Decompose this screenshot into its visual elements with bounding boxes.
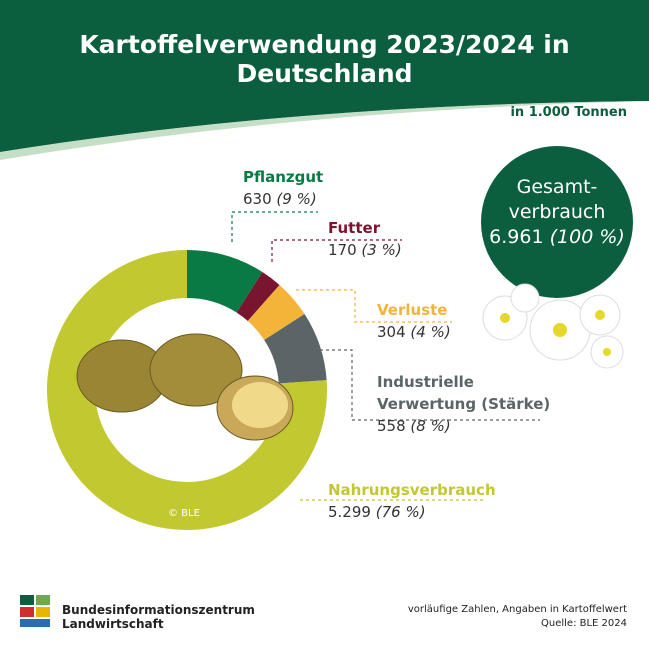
donut-segment <box>264 313 327 384</box>
value-line: 630 (9 %) <box>243 188 423 210</box>
leader-line <box>296 289 452 323</box>
value-line: 5.299 (76 %) <box>328 501 508 523</box>
segment-label: Verluste 304 (4 %) <box>377 299 557 343</box>
category-name: Nahrungsverbrauch <box>328 481 496 499</box>
share-label: (9 %) <box>276 190 317 208</box>
leader-line <box>231 211 318 242</box>
category-name: Industrielle Verwertung (Stärke) <box>377 373 551 413</box>
unit: in 1.000 Tonnen <box>510 105 627 120</box>
flowers <box>482 283 624 369</box>
donut-segment <box>236 272 280 321</box>
total-share: (100 %) <box>549 226 625 248</box>
share-label: (8 %) <box>410 417 451 435</box>
share-label: (3 %) <box>361 241 402 259</box>
share-label: (76 %) <box>375 503 426 521</box>
donut-segment <box>247 284 305 341</box>
potatoes <box>76 333 294 441</box>
leader-line <box>320 349 540 421</box>
organization: Bundesinformationszentrum Landwirtschaft <box>62 603 255 631</box>
donut-segment <box>46 250 327 530</box>
header-band <box>0 0 649 100</box>
segment-label: Futter 170 (3 %) <box>328 217 508 261</box>
note: vorläufige Zahlen, Angaben in Kartoffelw… <box>407 604 627 615</box>
total-circle <box>481 146 633 298</box>
value-label: 304 <box>377 323 406 341</box>
copyright: © BLE <box>168 508 200 519</box>
value-label: 5.299 <box>328 503 371 521</box>
title: Kartoffelverwendung 2023/2024 in Deutsch… <box>79 30 570 88</box>
segment-label: Nahrungsverbrauch 5.299 (76 %) <box>328 479 508 523</box>
total-value: 6.961 <box>489 226 544 248</box>
footnote: vorläufige Zahlen, Angaben in Kartoffelw… <box>408 603 627 631</box>
category-name: Futter <box>328 219 381 237</box>
value-label: 170 <box>328 241 357 259</box>
header-swoosh <box>0 100 649 152</box>
logo <box>20 595 50 627</box>
segment-label: Industrielle Verwertung (Stärke) 558 (8 %… <box>377 371 557 437</box>
donut-segment <box>187 250 263 313</box>
donut <box>46 250 327 530</box>
value-line: 558 (8 %) <box>377 415 557 437</box>
share-label: (4 %) <box>410 323 451 341</box>
total: Gesamt-verbrauch 6.961 (100 %) <box>482 175 632 250</box>
value-label: 630 <box>243 190 272 208</box>
value-line: 170 (3 %) <box>328 239 508 261</box>
leader-line <box>271 239 402 262</box>
category-name: Verluste <box>377 301 448 319</box>
category-name: Pflanzgut <box>243 168 324 186</box>
source: Quelle: BLE 2024 <box>541 618 627 629</box>
segment-label: Pflanzgut 630 (9 %) <box>243 166 423 210</box>
value-line: 304 (4 %) <box>377 321 557 343</box>
total-title: Gesamt-verbrauch <box>508 176 606 223</box>
value-label: 558 <box>377 417 406 435</box>
